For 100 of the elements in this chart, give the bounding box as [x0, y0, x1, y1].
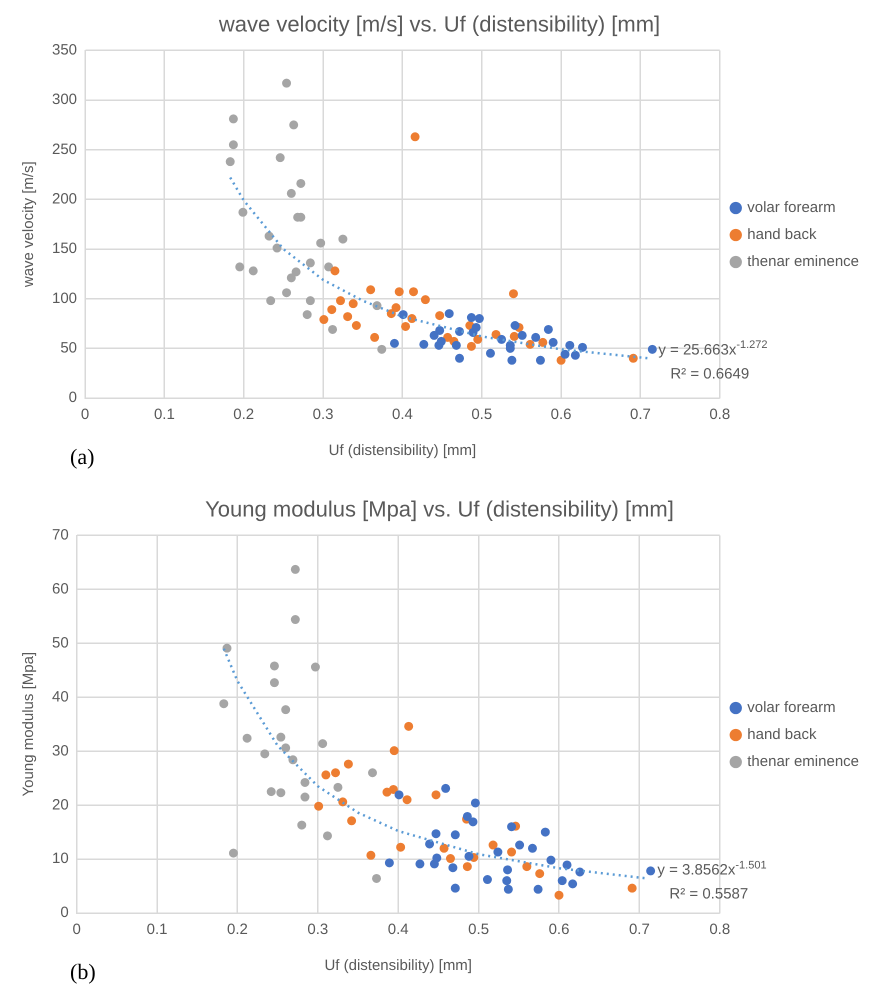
x-tick-label: 0.7 [628, 921, 650, 938]
y-tick-label: 250 [52, 140, 78, 158]
y-axis-title: wave velocity [m/s] [20, 161, 38, 288]
point [297, 820, 306, 830]
point [502, 876, 512, 886]
point [272, 244, 282, 253]
point [300, 778, 310, 787]
y-tick-label: 70 [52, 526, 69, 544]
point [430, 859, 439, 868]
point [404, 722, 414, 731]
point [289, 120, 298, 130]
point [538, 338, 548, 347]
point [372, 874, 382, 883]
point [446, 854, 455, 864]
point [372, 301, 382, 310]
point [310, 662, 320, 672]
point [328, 324, 338, 334]
y-tick-label: 200 [52, 190, 78, 208]
point [331, 768, 340, 778]
x-tick-label: 0.4 [388, 921, 409, 938]
point [219, 699, 228, 708]
x-axis-title: Uf (distensibility) [mm] [328, 442, 476, 460]
point [322, 831, 332, 840]
point [286, 273, 296, 282]
point [448, 863, 458, 872]
x-tick-label: 0.7 [630, 406, 651, 424]
point [270, 678, 279, 688]
point [228, 114, 238, 124]
point [394, 790, 404, 800]
point [435, 311, 444, 320]
point [333, 782, 342, 792]
y-tick-label: 20 [52, 796, 69, 814]
point [388, 784, 398, 794]
x-tick-label: 0.3 [312, 406, 334, 424]
y-tick-label: 50 [52, 634, 69, 652]
point [510, 321, 520, 330]
point [531, 332, 540, 342]
point [321, 770, 330, 780]
point [290, 615, 300, 624]
y-tick-label: 30 [52, 742, 69, 760]
point [352, 321, 361, 330]
point [314, 802, 324, 811]
point [522, 862, 532, 872]
point [503, 865, 512, 874]
point [435, 326, 444, 335]
point [238, 208, 248, 217]
point [338, 234, 348, 244]
annotation: R² = 0.5587 [669, 886, 748, 903]
point [568, 879, 578, 888]
point [560, 350, 570, 359]
chart-title: wave velocity [m/s] vs. Uf (distensibility) [mm] [218, 11, 660, 36]
point [368, 768, 377, 778]
point [546, 856, 556, 865]
point [390, 338, 399, 348]
y-tick-label: 10 [52, 850, 69, 868]
point [420, 295, 430, 304]
point [228, 140, 238, 150]
point [462, 812, 472, 821]
point [324, 262, 334, 272]
annotation: R² = 0.6649 [670, 365, 750, 382]
point [348, 299, 358, 308]
point [327, 305, 336, 314]
point [292, 267, 301, 276]
point [281, 743, 290, 752]
point [554, 890, 564, 900]
x-tick-label: 0.6 [548, 921, 570, 938]
point [535, 869, 544, 878]
point [347, 816, 356, 826]
point [646, 866, 656, 876]
point [508, 289, 518, 298]
point [452, 340, 461, 350]
chart-title: Young modulus [Mpa] vs. Uf (distensibility) [mm] [205, 496, 674, 522]
point [228, 848, 238, 858]
point [450, 884, 460, 893]
x-tick-label: 0.1 [146, 921, 168, 938]
point [578, 342, 587, 352]
point [343, 312, 352, 322]
x-tick-label: 0.2 [227, 921, 248, 938]
point [425, 839, 434, 848]
point [515, 840, 524, 850]
x-tick-label: 0.8 [709, 921, 730, 938]
point [282, 288, 292, 298]
point [344, 760, 353, 769]
point [430, 330, 439, 340]
point [290, 564, 300, 574]
point [306, 258, 315, 268]
point [432, 790, 441, 800]
point [518, 330, 527, 340]
point [507, 848, 516, 857]
point [235, 262, 244, 272]
point [558, 876, 567, 886]
x-tick-label: 0.4 [392, 406, 413, 424]
point [492, 330, 501, 339]
y-tick-label: 50 [60, 339, 78, 356]
point [473, 334, 482, 344]
point [507, 822, 516, 832]
point [336, 296, 346, 306]
text: (b) [70, 958, 96, 984]
point [276, 732, 286, 742]
point [318, 739, 328, 748]
